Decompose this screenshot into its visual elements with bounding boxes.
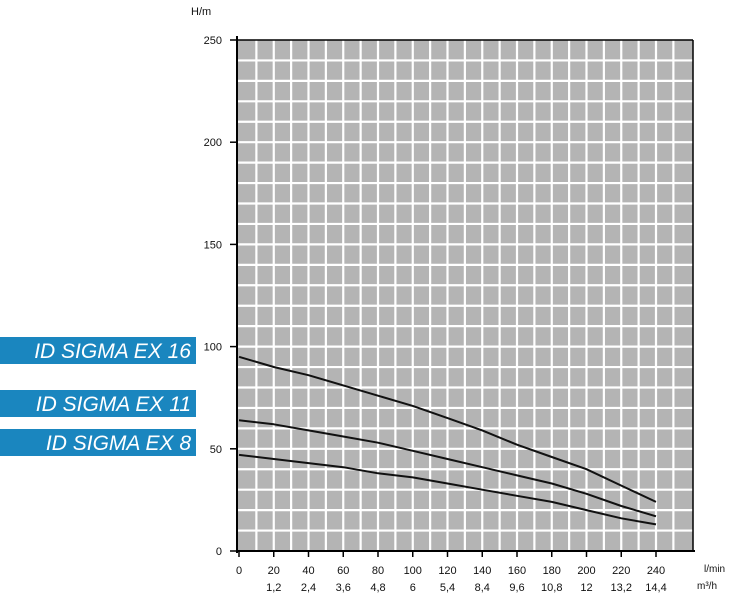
x-tick-label: 60 — [337, 565, 349, 577]
series-lines — [238, 355, 657, 526]
grid-lines — [237, 40, 693, 551]
axes — [230, 36, 695, 557]
y-tick-label: 100 — [204, 342, 222, 354]
x-tick-label: 180 — [543, 565, 561, 577]
x-secondary-tick-label: 1,2 — [266, 582, 281, 594]
x-secondary-tick-label: 2,4 — [301, 582, 316, 594]
x-secondary-tick-label: 10,8 — [541, 582, 562, 594]
model-label-box — [0, 337, 196, 364]
y-tick-label: 0 — [216, 546, 222, 558]
x-secondary-tick-label: 3,6 — [336, 582, 351, 594]
model-labels: ID SIGMA EX 16 ID SIGMA EX 11 ID SIGMA EX … — [0, 337, 196, 456]
x-axis-unit: l/min — [704, 564, 725, 575]
x-tick-label: 0 — [236, 565, 242, 577]
series-line — [238, 355, 657, 503]
y-tick-label: 200 — [204, 137, 222, 149]
x-tick-label: 200 — [577, 565, 595, 577]
x-secondary-tick-label: 13,2 — [611, 582, 632, 594]
x-secondary-tick-label: 12 — [580, 582, 592, 594]
x-tick-label: 100 — [404, 565, 422, 577]
y-tick-label: 150 — [204, 239, 222, 251]
x-secondary-tick-label: 14,4 — [645, 582, 666, 594]
model-label-box — [0, 390, 196, 417]
model-label-text: ID SIGMA EX 16 — [34, 340, 191, 363]
x-tick-label: 80 — [372, 565, 384, 577]
series-line — [238, 419, 657, 518]
x-secondary-tick-label: 8,4 — [475, 582, 490, 594]
x-tick-label: 240 — [647, 565, 665, 577]
x-secondary-tick-label: 6 — [410, 582, 416, 594]
tick-labels: 0 50 100 150 200 250 0 20 40 60 80 100 120 140 160 180 2… — [204, 35, 667, 594]
x-secondary-tick-label: 4,8 — [370, 582, 385, 594]
y-axis-unit: H/m — [191, 6, 211, 18]
x-axis-secondary-unit: m³/h — [697, 581, 717, 592]
x-secondary-unit-text: m³/h — [697, 581, 717, 592]
model-label-box — [0, 429, 196, 456]
series-line — [238, 453, 657, 526]
x-tick-label: 20 — [268, 565, 280, 577]
x-secondary-tick-label: 9,6 — [509, 582, 524, 594]
x-tick-label: 160 — [508, 565, 526, 577]
y-tick-label: 50 — [210, 444, 222, 456]
x-tick-label: 140 — [473, 565, 491, 577]
model-label-text: ID SIGMA EX 8 — [46, 432, 191, 455]
x-tick-label: 120 — [438, 565, 456, 577]
x-tick-label: 40 — [302, 565, 314, 577]
x-secondary-tick-label: 5,4 — [440, 582, 455, 594]
x-tick-label: 220 — [612, 565, 630, 577]
y-tick-label: 250 — [204, 35, 222, 47]
model-label-text: ID SIGMA EX 11 — [36, 393, 191, 416]
